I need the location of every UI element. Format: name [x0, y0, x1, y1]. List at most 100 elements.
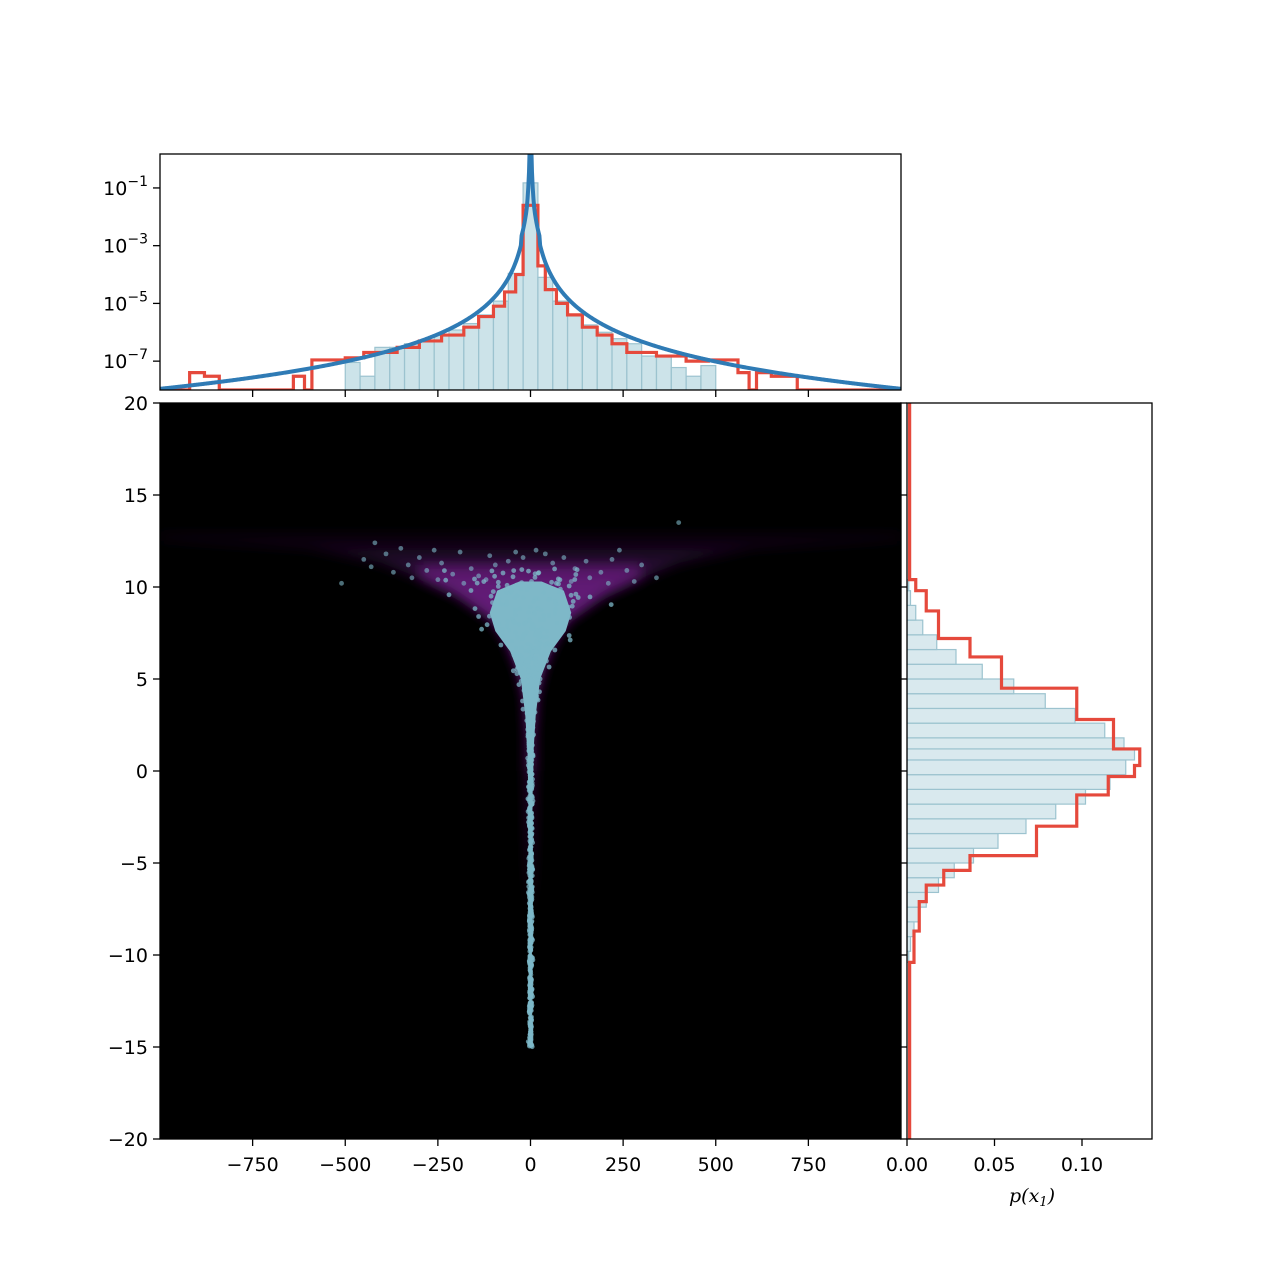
scatter-outlier [572, 566, 578, 571]
scatter-point [533, 655, 539, 661]
scatter-point [508, 588, 514, 594]
scatter-point [528, 840, 533, 846]
scatter-point [529, 898, 534, 903]
scatter-point [527, 868, 533, 874]
scatter-outlier [639, 562, 645, 568]
top-hist-bar [552, 300, 569, 390]
scatter-point [549, 579, 554, 585]
scatter-point [527, 964, 533, 970]
scatter-point [490, 589, 496, 594]
scatter-point [573, 591, 579, 597]
right-hist-bar [907, 648, 957, 665]
scatter-outlier [583, 558, 589, 564]
scatter-point [528, 903, 533, 909]
scatter-outlier [505, 558, 511, 564]
scatter-point [527, 811, 533, 816]
scatter-point [530, 649, 536, 655]
scatter-point [552, 647, 558, 653]
scatter-point [527, 655, 533, 661]
top-hist-bar [626, 343, 643, 390]
right-hist-bar [907, 906, 920, 923]
scatter-point [532, 571, 538, 577]
scatter-point [528, 802, 534, 808]
scatter-point [528, 711, 534, 717]
scatter-point [523, 693, 529, 698]
scatter-point [518, 586, 524, 592]
top-marginal-panel: 10−1 10−3 10−5 10−7 [103, 153, 902, 397]
scatter-point [536, 634, 542, 640]
scatter-point [541, 590, 547, 595]
joint-y-tick-label: −5 [120, 853, 148, 875]
scatter-outlier [391, 569, 396, 575]
scatter-point [504, 602, 510, 608]
scatter-point [526, 715, 532, 721]
scatter-outlier [476, 573, 482, 579]
scatter-outlier [439, 560, 444, 566]
scatter-point [558, 586, 563, 592]
scatter-outlier [416, 555, 422, 560]
top-density-curve [160, 154, 901, 390]
scatter-outlier [550, 560, 556, 566]
top-hist-bar [403, 343, 420, 390]
scatter-point [528, 972, 534, 978]
scatter-point [527, 939, 533, 944]
scatter-point [529, 579, 534, 584]
scatter-point [512, 610, 518, 616]
right-x-axis-label: p(x1) [1009, 1185, 1055, 1210]
scatter-point [496, 621, 502, 627]
scatter-outlier [561, 555, 567, 560]
scatter-point [524, 702, 530, 707]
scatter-point [539, 607, 544, 613]
top-hist-bar [537, 276, 554, 390]
scatter-point [484, 622, 490, 628]
scatter-outlier [542, 551, 548, 557]
joint-y-tick-label: 10 [124, 577, 148, 599]
scatter-point [538, 628, 544, 633]
scatter-point [520, 595, 526, 601]
scatter-point [546, 664, 552, 670]
scatter-point [488, 593, 494, 599]
scatter-point [534, 629, 540, 635]
scatter-point [521, 632, 526, 638]
scatter-point [526, 609, 531, 615]
scatter-point [497, 596, 502, 602]
scatter-point [552, 566, 557, 572]
scatter-outlier [483, 577, 489, 583]
top-y-tick-label: 10−5 [103, 289, 148, 315]
scatter-point [500, 570, 506, 576]
scatter-point [520, 636, 525, 642]
scatter-point [518, 670, 523, 676]
top-hist-bar [655, 355, 672, 390]
right-flow-step-line [908, 403, 1142, 1139]
joint-x-ticks: −750 −500 −250 0 250 500 750 [227, 1139, 827, 1176]
scatter-point [528, 977, 534, 982]
scatter-point [542, 642, 548, 648]
scatter-point [518, 660, 524, 666]
scatter-point [516, 622, 522, 627]
scatter-outlier [450, 571, 456, 577]
scatter-point [514, 666, 520, 672]
top-hist-bar [641, 355, 658, 390]
scatter-point [532, 575, 538, 580]
right-hist-bar [907, 693, 1046, 710]
top-hist-bar [700, 365, 717, 390]
top-hist-bar [359, 375, 376, 390]
scatter-point [573, 572, 579, 577]
right-hist-bar [907, 678, 1015, 695]
scatter-point [443, 577, 449, 583]
scatter-point [566, 633, 572, 638]
scatter-point [509, 638, 515, 644]
scatter-point [479, 626, 484, 632]
scatter-point [504, 624, 510, 629]
scatter-point [531, 624, 536, 629]
scatter-point [495, 584, 501, 589]
scatter-point [529, 780, 535, 786]
scatter-point [532, 610, 538, 616]
scatter-point [537, 641, 542, 647]
top-hist-bar [581, 324, 598, 390]
scatter-point [472, 576, 477, 582]
scatter-point [527, 819, 533, 825]
scatter-outlier [435, 577, 441, 583]
scatter-point [489, 568, 495, 574]
scatter-point [541, 617, 547, 622]
